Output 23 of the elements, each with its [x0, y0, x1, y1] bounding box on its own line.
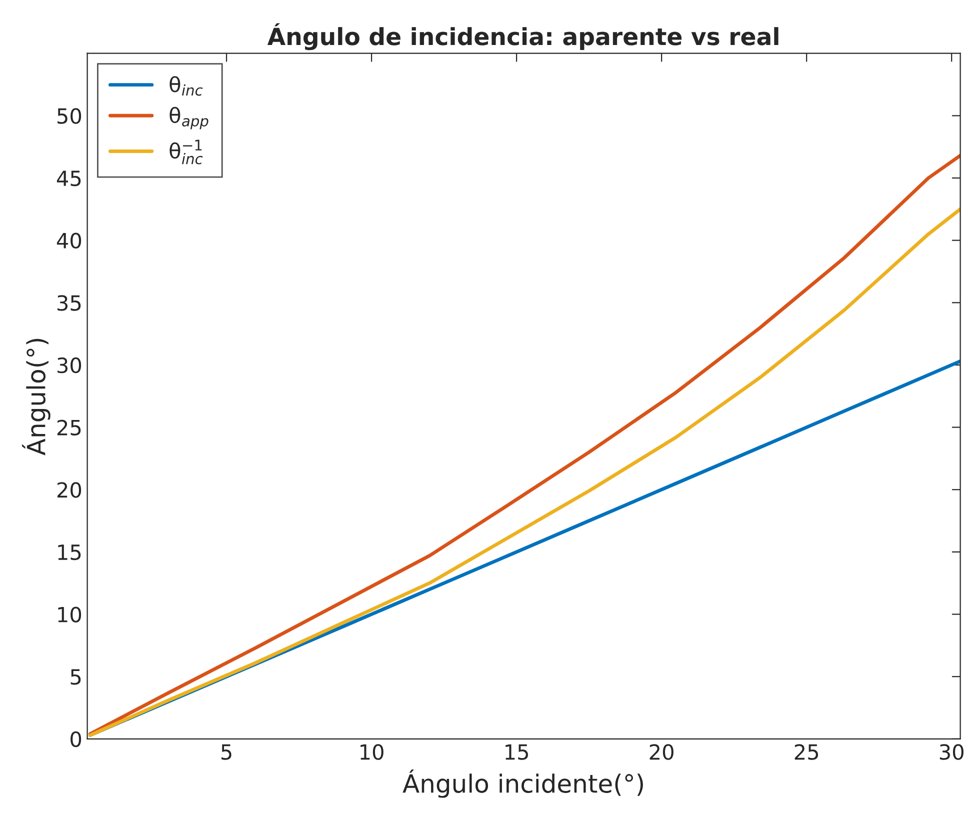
y-tick-label: 5 — [70, 669, 81, 685]
x-axis-title: Ángulo incidente(°) — [402, 769, 643, 798]
legend-label: θ$^{−1}$$_{inc}$ — [170, 140, 203, 164]
y-tick-label: 40 — [56, 232, 82, 249]
legend-label: θ$_{app}$ — [170, 106, 208, 130]
y-tick-label: 15 — [58, 544, 81, 560]
x-tick-label: 5 — [221, 744, 232, 760]
y-tick-label: 20 — [57, 482, 82, 498]
x-tick-label: 25 — [794, 744, 818, 760]
x-tick-label: 15 — [506, 744, 528, 760]
y-tick-label: 10 — [58, 606, 82, 622]
y-tick-label: 50 — [58, 108, 82, 124]
chart-title: Ángulo de incidencia: aparente vs real — [267, 23, 778, 50]
x-tick-label: 10 — [360, 744, 384, 760]
x-tick-label: 20 — [650, 744, 674, 760]
y-tick-label: 30 — [58, 357, 82, 374]
y-tick-label: 45 — [56, 170, 81, 186]
y-tick-label: 0 — [70, 731, 82, 748]
y-axis-title: Ángulo(°) — [22, 338, 50, 456]
y-tick-label: 35 — [58, 295, 81, 311]
legend-label: θ$_{inc}$ — [170, 76, 203, 96]
x-tick-label: 30 — [940, 744, 964, 760]
y-tick-label: 25 — [57, 420, 81, 436]
